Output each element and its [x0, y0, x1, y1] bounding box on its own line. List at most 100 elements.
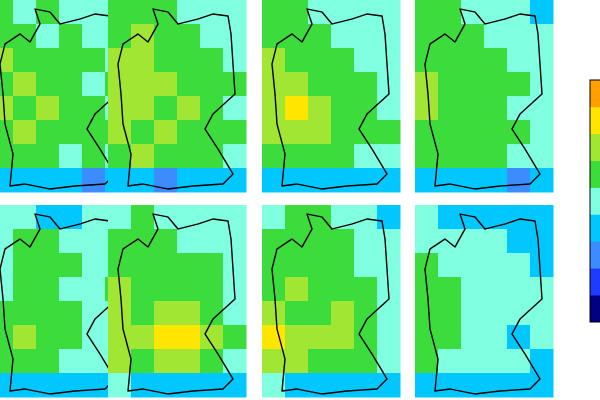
map-cell	[59, 325, 83, 350]
map-cell	[154, 349, 178, 374]
map-cell	[82, 24, 106, 49]
map-cell	[308, 48, 332, 73]
map-cell	[507, 72, 531, 97]
map-cell	[285, 120, 309, 145]
map-cell	[223, 205, 247, 230]
map-cell	[108, 96, 132, 121]
map-cell	[354, 229, 378, 254]
map-cell	[377, 349, 401, 374]
map-cell	[131, 205, 155, 230]
map-cell	[13, 349, 37, 374]
map-cell	[377, 24, 401, 49]
map-cell	[59, 205, 83, 230]
map-cell	[177, 120, 201, 145]
map-panel	[108, 0, 247, 193]
map-cell	[285, 48, 309, 73]
map-cell	[223, 96, 247, 121]
map-cell	[507, 96, 531, 121]
map-cell	[131, 253, 155, 278]
map-cell	[331, 325, 355, 350]
map-cell	[438, 349, 462, 374]
map-cell	[262, 253, 286, 278]
map-cell	[262, 96, 286, 121]
map-cell	[484, 301, 508, 326]
colorbar-swatch	[590, 187, 600, 215]
map-cell	[530, 0, 554, 25]
map-cell	[308, 72, 332, 97]
map-cell	[59, 120, 83, 145]
map-cell	[507, 144, 531, 169]
map-cell	[59, 0, 83, 25]
map-cell	[262, 373, 286, 398]
map-cell	[507, 0, 531, 25]
map-cell	[36, 253, 60, 278]
map-cell	[377, 96, 401, 121]
map-cell	[36, 229, 60, 254]
map-cell	[530, 229, 554, 254]
map-cell	[507, 205, 531, 230]
map-cell	[507, 24, 531, 49]
map-cell	[0, 301, 14, 326]
map-cell	[461, 72, 485, 97]
map-cell	[200, 229, 224, 254]
map-cell	[13, 325, 37, 350]
map-cell	[331, 373, 355, 398]
map-cell	[108, 168, 132, 193]
map-cell	[223, 229, 247, 254]
map-cell	[377, 168, 401, 193]
map-cell	[484, 144, 508, 169]
map-cell	[36, 168, 60, 193]
map-cell	[484, 277, 508, 302]
map-cell	[223, 325, 247, 350]
map-cell	[331, 253, 355, 278]
map-cell	[82, 144, 106, 169]
colorbar-swatch	[590, 295, 600, 323]
map-cell	[177, 325, 201, 350]
map-cell	[331, 277, 355, 302]
map-cell	[308, 277, 332, 302]
map-cell	[461, 48, 485, 73]
map-cell	[0, 48, 14, 73]
map-cell	[507, 229, 531, 254]
map-cell	[108, 349, 132, 374]
map-cell	[285, 96, 309, 121]
colorbar-swatch	[590, 241, 600, 269]
map-cell	[82, 168, 106, 193]
map-panel	[262, 205, 401, 398]
map-cell	[285, 0, 309, 25]
map-cell	[461, 277, 485, 302]
map-cell	[59, 96, 83, 121]
map-cell	[285, 205, 309, 230]
map-cell	[108, 48, 132, 73]
map-cell	[438, 325, 462, 350]
map-cell	[461, 24, 485, 49]
map-cell	[507, 373, 531, 398]
map-cell	[285, 168, 309, 193]
map-cell	[507, 168, 531, 193]
map-cell	[82, 349, 106, 374]
map-cell	[36, 48, 60, 73]
map-cell	[438, 144, 462, 169]
map-cell	[154, 72, 178, 97]
map-cell	[308, 373, 332, 398]
map-cell	[415, 349, 439, 374]
map-cell	[0, 24, 14, 49]
map-cell	[131, 48, 155, 73]
map-cell	[13, 96, 37, 121]
map-cell	[131, 120, 155, 145]
map-cell	[262, 24, 286, 49]
map-cell	[377, 301, 401, 326]
map-cell	[285, 301, 309, 326]
map-cell	[415, 229, 439, 254]
map-cell	[13, 72, 37, 97]
map-cell	[331, 168, 355, 193]
map-cell	[262, 229, 286, 254]
map-cell	[200, 120, 224, 145]
map-cell	[154, 301, 178, 326]
map-cell	[13, 229, 37, 254]
map-cell	[438, 168, 462, 193]
map-cell	[154, 48, 178, 73]
map-cell	[0, 277, 14, 302]
map-cell	[13, 301, 37, 326]
map-cell	[177, 373, 201, 398]
